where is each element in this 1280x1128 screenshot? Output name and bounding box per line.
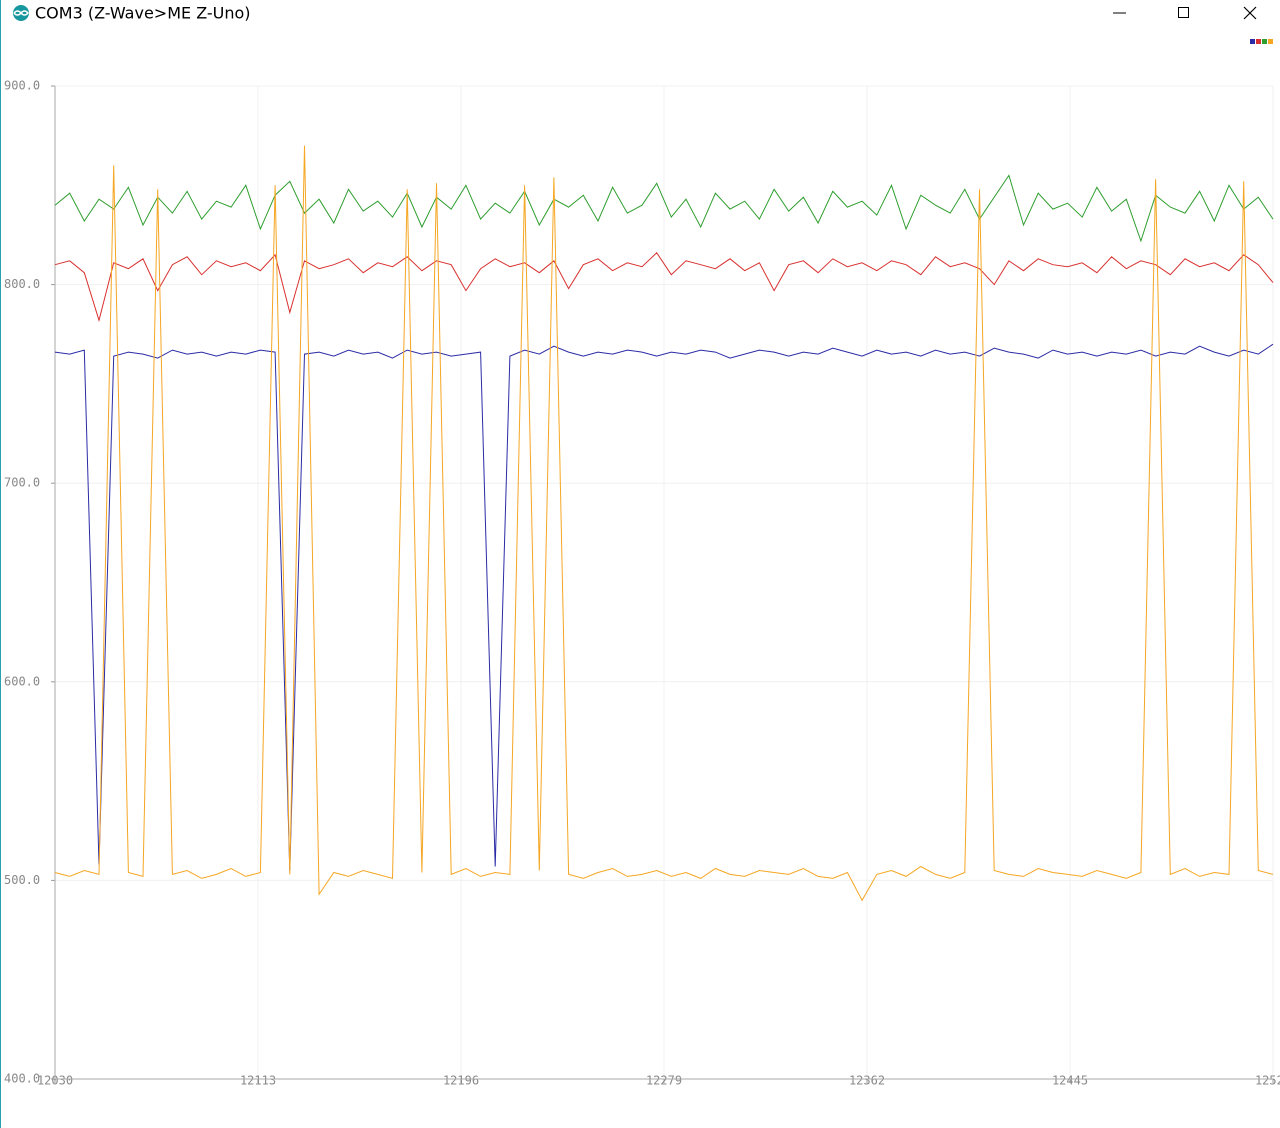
y-tick-label: 500.0 <box>4 873 40 887</box>
close-button[interactable] <box>1243 6 1257 20</box>
x-tick-label: 12445 <box>1052 1074 1088 1088</box>
y-tick-label: 700.0 <box>4 476 40 490</box>
y-tick-label: 900.0 <box>4 79 40 93</box>
series-line <box>54 343 1274 871</box>
x-tick-label: 12362 <box>849 1074 885 1088</box>
series-line <box>54 174 1274 243</box>
legend-swatch <box>1262 39 1267 44</box>
window-title: COM3 (Z-Wave>ME Z-Uno) <box>35 4 251 23</box>
x-tick-label: 12196 <box>443 1074 479 1088</box>
series-line <box>54 145 1274 902</box>
legend-swatch <box>1268 39 1273 44</box>
plot: 400.0 500.0 600.0 700.0 800.0 900.0 12030 12113… <box>4 79 1280 1088</box>
legend-swatch <box>1250 39 1255 44</box>
maximize-button[interactable] <box>1178 7 1189 18</box>
x-tick-label: 12528 <box>1255 1074 1280 1088</box>
y-tick-label: 600.0 <box>4 674 40 688</box>
app-icon-glyph <box>13 10 29 16</box>
x-tick-label: 12030 <box>37 1074 73 1088</box>
y-tick-label: 800.0 <box>4 277 40 291</box>
x-tick-label: 12113 <box>240 1074 276 1088</box>
legend <box>1250 39 1273 44</box>
legend-swatch <box>1256 39 1261 44</box>
y-tick-label: 400.0 <box>4 1072 40 1086</box>
x-tick-label: 12279 <box>646 1074 682 1088</box>
series-line <box>54 252 1274 323</box>
